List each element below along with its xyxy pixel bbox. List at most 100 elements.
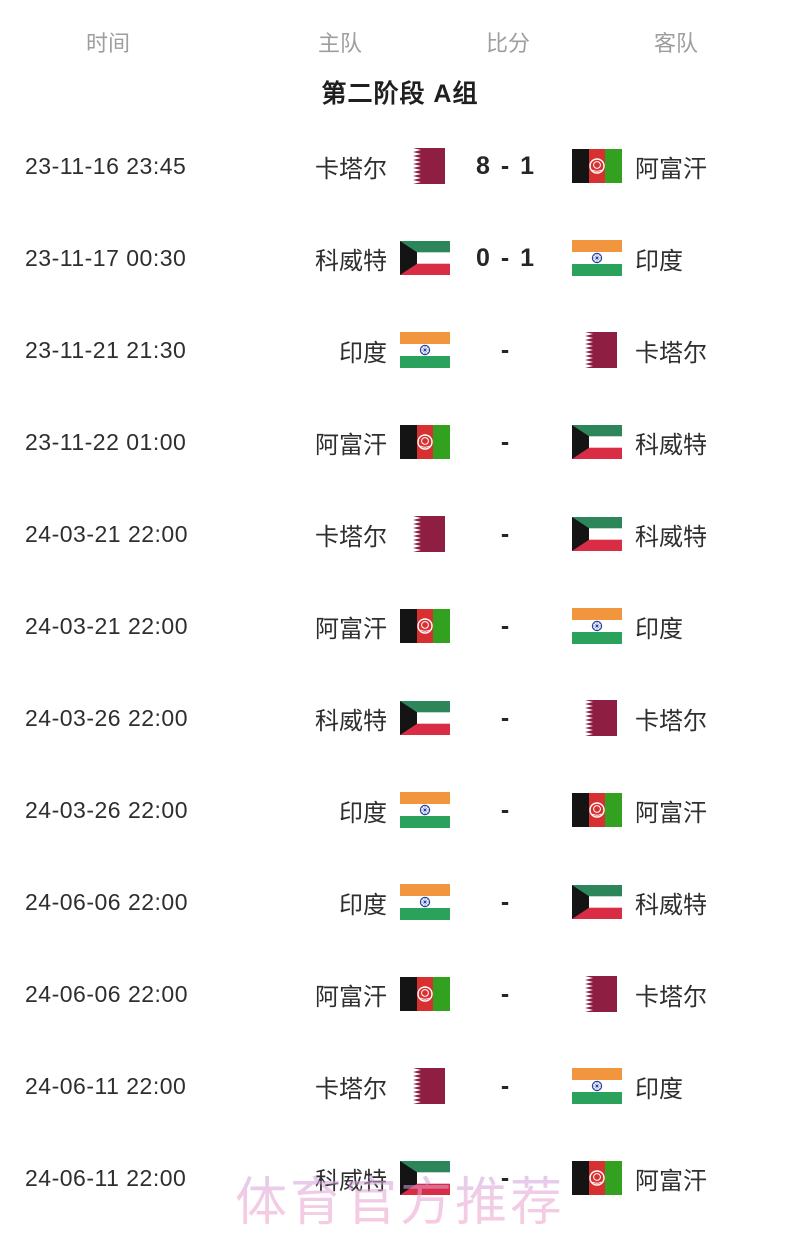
away-team: 卡塔尔 — [562, 700, 800, 736]
match-score: - — [500, 1163, 512, 1192]
india-flag-icon — [572, 240, 622, 276]
away-team-name: 阿富汗 — [635, 155, 707, 183]
away-team: 阿富汗 — [562, 792, 800, 828]
home-team: 阿富汗 — [300, 976, 450, 1012]
home-team-name: 印度 — [339, 799, 387, 827]
section-title: 第二阶段 A组 — [321, 80, 479, 108]
column-header-score: 比分 — [485, 31, 531, 56]
qatar-flag-icon — [400, 516, 450, 552]
match-list: 23-11-16 23:45 卡塔尔 8 - 1 阿富汗 23-11-17 00… — [0, 120, 800, 1224]
away-team: 印度 — [562, 608, 800, 644]
qatar-flag-icon — [572, 332, 622, 368]
home-team-name: 阿富汗 — [315, 615, 387, 643]
home-team: 阿富汗 — [300, 424, 450, 460]
match-score: - — [500, 611, 512, 640]
home-team: 卡塔尔 — [300, 1068, 450, 1104]
column-header-time: 时间 — [85, 31, 131, 56]
home-team: 印度 — [300, 332, 450, 368]
match-time: 23-11-17 00:30 — [25, 244, 187, 271]
match-score: - — [500, 887, 512, 916]
match-row[interactable]: 24-03-21 22:00 卡塔尔 - 科威特 — [0, 488, 800, 580]
qatar-flag-icon — [572, 976, 622, 1012]
home-team: 卡塔尔 — [300, 148, 450, 184]
match-row[interactable]: 24-06-06 22:00 阿富汗 - 卡塔尔 — [0, 948, 800, 1040]
match-row[interactable]: 24-03-26 22:00 科威特 - 卡塔尔 — [0, 672, 800, 764]
match-time: 24-06-06 22:00 — [25, 888, 189, 915]
home-team-name: 阿富汗 — [315, 431, 387, 459]
match-score: 8 - 1 — [475, 151, 537, 180]
afghanistan-flag-icon — [400, 424, 450, 460]
match-score: - — [500, 979, 512, 1008]
match-time: 24-03-21 22:00 — [25, 520, 189, 547]
match-row[interactable]: 23-11-22 01:00 阿富汗 - 科威特 — [0, 396, 800, 488]
match-row[interactable]: 23-11-21 21:30 印度 - 卡塔尔 — [0, 304, 800, 396]
kuwait-flag-icon — [400, 240, 450, 276]
india-flag-icon — [400, 884, 450, 920]
match-score: - — [500, 427, 512, 456]
match-score: - — [500, 703, 512, 732]
match-time: 24-06-11 22:00 — [25, 1072, 187, 1099]
qatar-flag-icon — [572, 700, 622, 736]
match-row[interactable]: 24-03-21 22:00 阿富汗 - 印度 — [0, 580, 800, 672]
away-team: 阿富汗 — [562, 1160, 800, 1196]
home-team-name: 阿富汗 — [315, 983, 387, 1011]
home-team: 印度 — [300, 792, 450, 828]
match-time: 24-03-26 22:00 — [25, 796, 189, 823]
home-team: 科威特 — [300, 1160, 450, 1196]
match-row[interactable]: 24-06-06 22:00 印度 - 科威特 — [0, 856, 800, 948]
india-flag-icon — [572, 1068, 622, 1104]
afghanistan-flag-icon — [400, 976, 450, 1012]
home-team: 科威特 — [300, 240, 450, 276]
away-team-name: 印度 — [635, 247, 683, 275]
match-score: - — [500, 1071, 512, 1100]
away-team-name: 科威特 — [635, 431, 707, 459]
away-team: 印度 — [562, 240, 800, 276]
kuwait-flag-icon — [400, 700, 450, 736]
home-team: 阿富汗 — [300, 608, 450, 644]
match-score: - — [500, 335, 512, 364]
column-header-home: 主队 — [317, 31, 363, 56]
match-row[interactable]: 23-11-17 00:30 科威特 0 - 1 印度 — [0, 212, 800, 304]
match-row[interactable]: 23-11-16 23:45 卡塔尔 8 - 1 阿富汗 — [0, 120, 800, 212]
away-team-name: 阿富汗 — [635, 799, 707, 827]
home-team: 印度 — [300, 884, 450, 920]
kuwait-flag-icon — [572, 516, 622, 552]
home-team-name: 印度 — [339, 339, 387, 367]
india-flag-icon — [400, 332, 450, 368]
match-row[interactable]: 24-06-11 22:00 卡塔尔 - 印度 — [0, 1040, 800, 1132]
home-team: 科威特 — [300, 700, 450, 736]
away-team-name: 卡塔尔 — [635, 983, 707, 1011]
away-team: 科威特 — [562, 516, 800, 552]
match-time: 24-03-26 22:00 — [25, 704, 189, 731]
away-team: 科威特 — [562, 424, 800, 460]
match-time: 24-03-21 22:00 — [25, 612, 189, 639]
table-header: 时间 主队 比分 客队 — [0, 0, 800, 64]
away-team-name: 卡塔尔 — [635, 707, 707, 735]
match-score: 0 - 1 — [475, 243, 537, 272]
away-team: 卡塔尔 — [562, 976, 800, 1012]
kuwait-flag-icon — [572, 424, 622, 460]
match-row[interactable]: 24-06-11 22:00 科威特 - 阿富汗 — [0, 1132, 800, 1224]
qatar-flag-icon — [400, 148, 450, 184]
away-team-name: 卡塔尔 — [635, 339, 707, 367]
home-team-name: 科威特 — [315, 1167, 387, 1195]
match-time: 23-11-22 01:00 — [25, 428, 187, 455]
afghanistan-flag-icon — [572, 148, 622, 184]
match-row[interactable]: 24-03-26 22:00 印度 - 阿富汗 — [0, 764, 800, 856]
away-team: 印度 — [562, 1068, 800, 1104]
home-team-name: 卡塔尔 — [315, 155, 387, 183]
afghanistan-flag-icon — [572, 1160, 622, 1196]
home-team-name: 卡塔尔 — [315, 523, 387, 551]
away-team: 阿富汗 — [562, 148, 800, 184]
qatar-flag-icon — [400, 1068, 450, 1104]
home-team-name: 科威特 — [315, 247, 387, 275]
away-team-name: 科威特 — [635, 523, 707, 551]
home-team-name: 印度 — [339, 891, 387, 919]
match-time: 23-11-16 23:45 — [25, 152, 187, 179]
home-team-name: 卡塔尔 — [315, 1075, 387, 1103]
away-team-name: 科威特 — [635, 891, 707, 919]
home-team: 卡塔尔 — [300, 516, 450, 552]
kuwait-flag-icon — [400, 1160, 450, 1196]
match-time: 24-06-06 22:00 — [25, 980, 189, 1007]
